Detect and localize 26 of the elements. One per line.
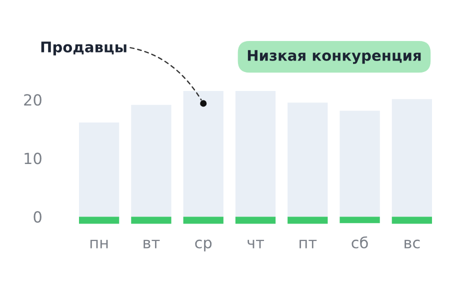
bar <box>392 216 432 224</box>
text: Низкая конкуренция <box>248 50 421 64</box>
y-tick-label: 20 <box>24 94 42 106</box>
y-tick-label: 0 <box>34 211 42 223</box>
bar <box>183 90 224 217</box>
x-tick-label: пт <box>300 240 317 248</box>
bar <box>78 122 120 217</box>
bar <box>131 216 172 224</box>
x-tick-label: ср <box>195 240 212 252</box>
bar <box>235 216 276 224</box>
bar <box>183 216 224 224</box>
bar <box>340 110 380 217</box>
bar <box>78 216 120 224</box>
bar <box>288 216 328 224</box>
bar <box>131 104 172 217</box>
bar <box>392 99 432 217</box>
bar <box>340 216 380 224</box>
x-tick-label: вс <box>404 240 420 248</box>
bar <box>235 90 276 217</box>
x-tick-label: чт <box>248 240 264 248</box>
y-tick-label: 10 <box>24 152 42 164</box>
x-tick-label: сб <box>352 236 368 248</box>
text: Продавцы <box>41 42 126 56</box>
bar <box>288 102 328 217</box>
x-tick-label: пн <box>90 240 108 248</box>
x-tick-label: вт <box>144 240 160 248</box>
